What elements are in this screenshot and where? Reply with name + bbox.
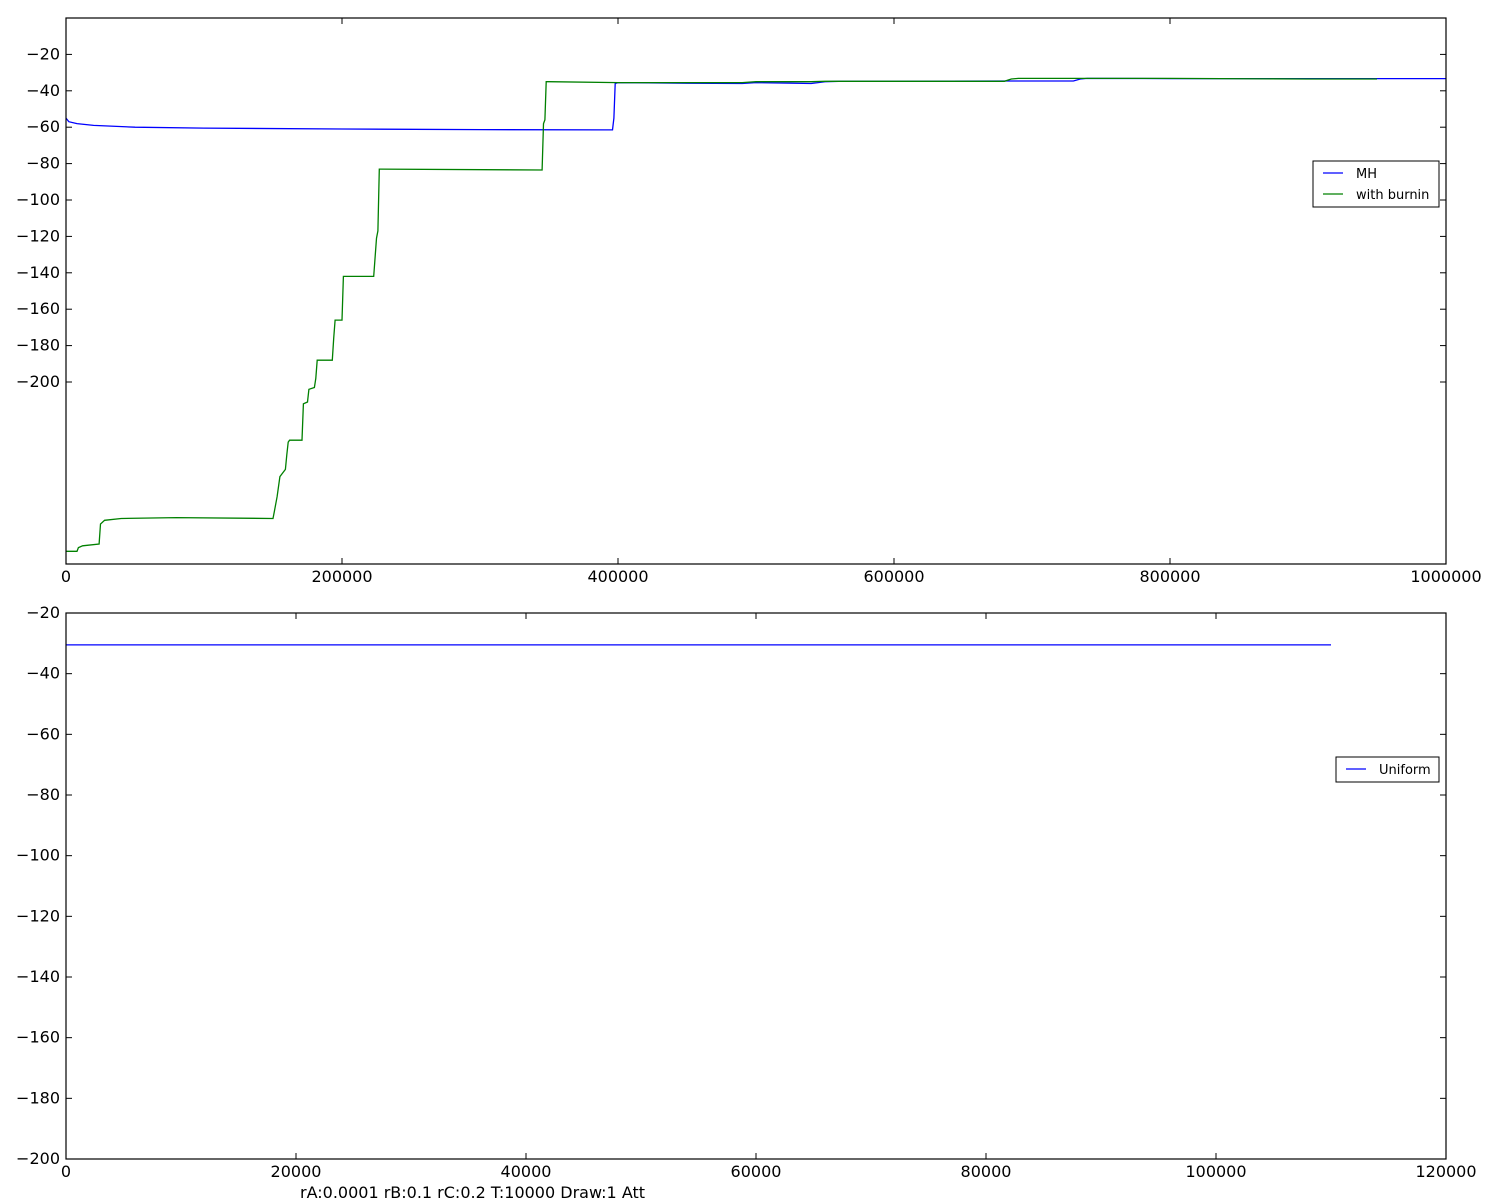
caption-text: rA:0.0001 rB:0.1 rC:0.2 T:10000 Draw:1 A… <box>300 1183 646 1202</box>
y-tick-label: −100 <box>16 846 60 865</box>
legend-label: with burnin <box>1356 188 1429 203</box>
series-line-mh <box>66 77 1446 131</box>
y-tick-label: −120 <box>16 906 60 925</box>
x-tick-label: 400000 <box>587 567 648 586</box>
axes-frame <box>65 17 1447 565</box>
y-tick-label: −60 <box>26 117 60 136</box>
y-tick-label: −40 <box>26 664 60 683</box>
y-tick-label: −160 <box>16 299 60 318</box>
x-tick-label: 100000 <box>1185 1162 1246 1181</box>
x-tick-label: 1000000 <box>1410 567 1481 586</box>
y-tick-label: −180 <box>16 336 60 355</box>
y-tick-label: −60 <box>26 724 60 743</box>
x-tick-label: 80000 <box>961 1162 1012 1181</box>
legend-box <box>1312 160 1440 208</box>
x-tick-label: 20000 <box>271 1162 322 1181</box>
axes-frame <box>65 612 1447 1160</box>
x-tick-label: 800000 <box>1139 567 1200 586</box>
y-tick-label: −20 <box>26 44 60 63</box>
y-tick-label: −140 <box>16 967 60 986</box>
chart-1: 0 200000 400000 600000 800000 1000000 −20 −40 −6… <box>16 17 1482 586</box>
y-tick-label: −40 <box>26 81 60 100</box>
x-tick-label: 0 <box>61 567 71 586</box>
x-tick-label: 40000 <box>501 1162 552 1181</box>
y-tick-label: −80 <box>26 785 60 804</box>
y-tick-label: −120 <box>16 226 60 245</box>
x-tick-label: 0 <box>61 1162 71 1181</box>
legend: MH with burnin <box>1312 160 1440 208</box>
legend: Uniform <box>1335 756 1440 783</box>
y-tick-label: −100 <box>16 190 60 209</box>
series-line-with-burnin <box>66 77 1377 552</box>
y-tick-label: −200 <box>16 372 60 391</box>
x-tick-label: 200000 <box>311 567 372 586</box>
y-tick-label: −200 <box>16 1149 60 1168</box>
y-tick-label: −80 <box>26 154 60 173</box>
x-tick-label: 120000 <box>1415 1162 1476 1181</box>
x-tick-label: 600000 <box>863 567 924 586</box>
y-tick-label: −160 <box>16 1028 60 1047</box>
x-tick-label: 60000 <box>731 1162 782 1181</box>
legend-label: Uniform <box>1379 763 1431 778</box>
legend-label: MH <box>1356 167 1377 182</box>
chart-2: 0 20000 40000 60000 80000 100000 120000 −20 −40 −… <box>16 603 1476 1181</box>
y-tick-label: −180 <box>16 1088 60 1107</box>
y-tick-label: −140 <box>16 263 60 282</box>
y-tick-label: −20 <box>26 603 60 622</box>
